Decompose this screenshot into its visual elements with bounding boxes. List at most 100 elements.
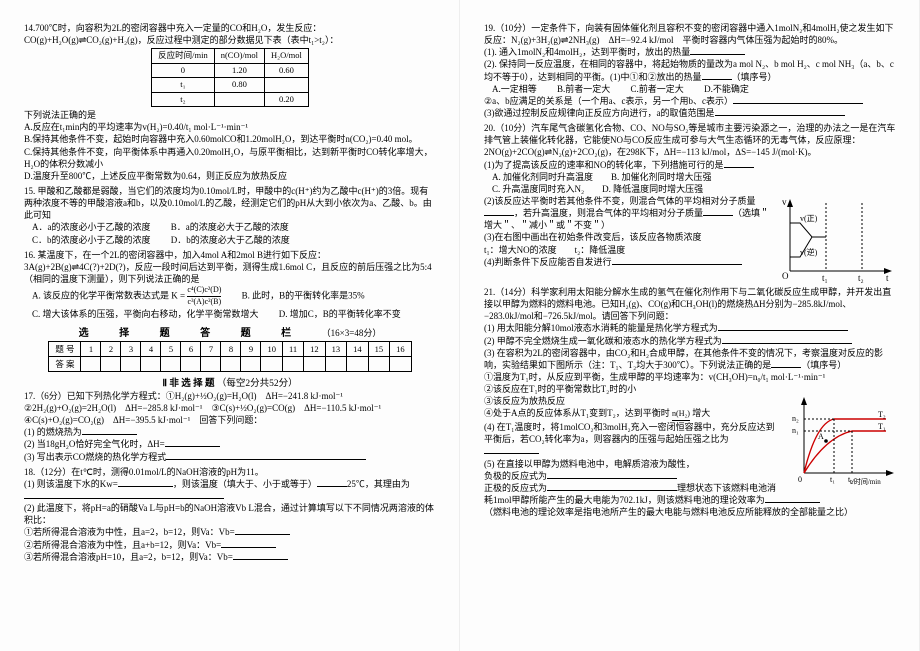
blank[interactable]	[702, 71, 732, 80]
ans-n: 12	[304, 341, 326, 356]
q20-s: 20.（10分）汽车尾气含碳氢化合物、CO、NO与SO₂等是城市主要污染源之一，…	[484, 122, 896, 146]
ans-blank[interactable]	[81, 356, 101, 371]
q19-p4: (3)欲通过控制反应规律向正反应方向进行，a的取值范围是	[484, 108, 715, 118]
q20-p2t: ，若升高温度，则混合气体的平均相对分子质量	[514, 208, 703, 218]
blank[interactable]	[317, 478, 347, 487]
blank[interactable]	[724, 159, 754, 168]
answer-bar-score: （16×3=48分）	[322, 328, 382, 338]
q21-p3o: （填序号）	[801, 360, 846, 370]
q21-p5b: 正极的反应式为	[484, 483, 547, 493]
blank[interactable]	[221, 539, 276, 548]
answer-bar-title: 选 择 题 答 题 栏 （16×3=48分）	[24, 324, 436, 339]
q15: 15. 甲酸和乙酸都是弱酸，当它们的浓度均为0.10mol/L时，甲酸中的c(H…	[24, 185, 436, 246]
blank[interactable]	[235, 526, 290, 535]
blank[interactable]	[703, 207, 733, 216]
blank[interactable]	[718, 322, 848, 331]
blank[interactable]	[733, 95, 863, 104]
ans-blank[interactable]	[161, 356, 181, 371]
q14-A: A.反应在t₁min内的平均速率为v(H₂)=0.40/t₁ mol·L⁻¹·m…	[24, 121, 436, 133]
q19-d: D.不能确定	[704, 84, 749, 94]
q14-pre: 下列说法正确的是	[24, 109, 436, 121]
q18-s: 18.（12分）在t℃时，测得0.01mol/L的NaOH溶液的pH为11。	[24, 466, 436, 478]
ans-n: 15	[368, 341, 390, 356]
ans-n: 8	[221, 341, 241, 356]
ans-blank[interactable]	[325, 356, 347, 371]
q14-B: B.保持其他条件不变，起始时向容器中充入0.60molCO和1.20molH₂O…	[24, 133, 436, 145]
q14-c	[214, 92, 264, 106]
blank[interactable]	[547, 470, 677, 479]
ans-blank[interactable]	[181, 356, 201, 371]
ans-n: 16	[390, 341, 412, 356]
q17-l2: ②2H₂(g)+O₂(g)=2H₂O(l) ΔH=−285.8 kJ·mol⁻¹…	[24, 402, 436, 414]
blank[interactable]	[82, 426, 137, 435]
origin: O	[782, 271, 789, 281]
blank[interactable]	[118, 478, 173, 487]
q16-stem: 16. 某温度下，在一个2L的密闭容器中，加入4mol A和2mol B进行如下…	[24, 249, 436, 261]
blank[interactable]	[165, 438, 220, 447]
blank[interactable]	[612, 256, 742, 265]
ans-blank[interactable]	[121, 356, 141, 371]
q21-curve-diagram: A T₂ T₁ n₂ n₁ t₁ t₂ 0 t/时间/min 甲醇的物质的量/m…	[786, 395, 896, 485]
blank[interactable]	[166, 451, 366, 460]
q14-stem: 14.700℃时，向容积为2L的密闭容器中充入一定量的CO和H₂O，发生反应：	[24, 23, 321, 33]
q20-p4: (4)判断条件下反应能否自发进行	[484, 257, 612, 267]
q14-th1: n(CO)/mol	[214, 49, 264, 63]
blank[interactable]	[24, 490, 224, 499]
q21-s: 21.（14分）科学家利用太阳能分解水生成的氢气在催化剂作用下与二氧化碳反应生成…	[484, 286, 896, 322]
left-page: 14.700℃时，向容积为2L的密闭容器中充入一定量的CO和H₂O，发生反应： …	[0, 0, 460, 651]
ans-blank[interactable]	[261, 356, 283, 371]
blank[interactable]	[765, 494, 820, 503]
q18: 18.（12分）在t℃时，测得0.01mol/L的NaOH溶液的pH为11。 (…	[24, 466, 436, 563]
q15-B: B．a的浓度必大于乙酸的浓度	[171, 222, 289, 232]
t1m: t₁	[830, 475, 835, 484]
q16-D: D. 增加C，B的平衡转化率不变	[279, 309, 401, 319]
q14-c: 0.80	[214, 78, 264, 92]
blank[interactable]	[233, 551, 288, 560]
ans-blank[interactable]	[241, 356, 261, 371]
q14-c: t₁	[152, 78, 215, 92]
ans-blank[interactable]	[368, 356, 390, 371]
q20-C: C. 升高温度同时充入N₂	[492, 184, 584, 194]
ans-blank[interactable]	[141, 356, 161, 371]
blank[interactable]	[547, 482, 677, 491]
q14-th0: 反应时间/min	[152, 49, 215, 63]
ans-n: 1	[81, 341, 101, 356]
ans-blank[interactable]	[221, 356, 241, 371]
ans-blank[interactable]	[201, 356, 221, 371]
q16: 16. 某温度下，在一个2L的密闭容器中，加入4mol A和2mol B进行如下…	[24, 249, 436, 320]
q20: 20.（10分）汽车尾气含碳氢化合物、CO、NO与SO₂等是城市主要污染源之一，…	[484, 122, 896, 283]
ans-blank[interactable]	[101, 356, 121, 371]
v-rev: v(逆)	[800, 247, 818, 257]
q14-C: C.保持其他条件不变，向平衡体系中再通入0.20molH₂O，与原平衡相比，达到…	[24, 146, 436, 170]
blank[interactable]	[771, 359, 801, 368]
blank[interactable]	[715, 107, 845, 116]
q15-stem: 15. 甲酸和乙酸都是弱酸，当它们的浓度均为0.10mol/L时，甲酸中的c(H…	[24, 185, 436, 221]
ans-blank[interactable]	[282, 356, 303, 371]
q18-c1: ①若所得混合溶液为中性，且a=2，b=12，则Va：Vb=	[24, 527, 235, 537]
ans-n: 2	[101, 341, 121, 356]
q21-p4: (4) 在T₁温度时，将1molCO₂和3molH₂充入一密闭恒容器中，充分反应…	[484, 422, 775, 444]
q20-B: B. 加催化剂同时增大压强	[611, 172, 712, 182]
ans-n: 5	[161, 341, 181, 356]
q17-s: 17.（6分）已知下列热化学方程式：①H₂(g)+½O₂(g)=H₂O(l) Δ…	[24, 390, 436, 402]
q14-th2: H₂O/mol	[265, 49, 309, 63]
ans-n: 13	[325, 341, 347, 356]
blank[interactable]	[484, 207, 514, 216]
ans-blank[interactable]	[304, 356, 326, 371]
blank[interactable]	[722, 335, 852, 344]
q14-eq: CO(g)+H₂O(g)⇌CO₂(g)+H₂(g)，反应过程中测定的部分数据见下…	[24, 35, 338, 45]
q21-p5d: （燃料电池的理论效率是指电池所产生的最大电能与燃料电池反应所能释放的全部能量之比…	[484, 506, 896, 518]
blank[interactable]	[690, 46, 745, 55]
q18-c2: ②若所得混合溶液为中性，且a+b=12，则Va：Vb=	[24, 540, 221, 550]
ans-blank[interactable]	[390, 356, 412, 371]
axis-y: v	[782, 197, 787, 207]
answer-table: 题 号 12345678910111213141516 答 案	[48, 341, 411, 372]
q18-p1b: ，则该温度（填大于、小于或等于）	[173, 479, 317, 489]
n2: n₂	[792, 414, 799, 423]
ans-blank[interactable]	[347, 356, 369, 371]
zero: 0	[798, 475, 802, 484]
q20-rate-diagram: v t O t₁ t₂ v(正) v(逆)	[776, 195, 896, 283]
q17-p3: (3) 写出表示CO燃烧的热化学方程式	[24, 452, 166, 462]
q21-oD: ④处于A点的反应体系从T₁变到T₂，达到平衡时	[484, 408, 670, 418]
blank[interactable]	[484, 445, 539, 454]
